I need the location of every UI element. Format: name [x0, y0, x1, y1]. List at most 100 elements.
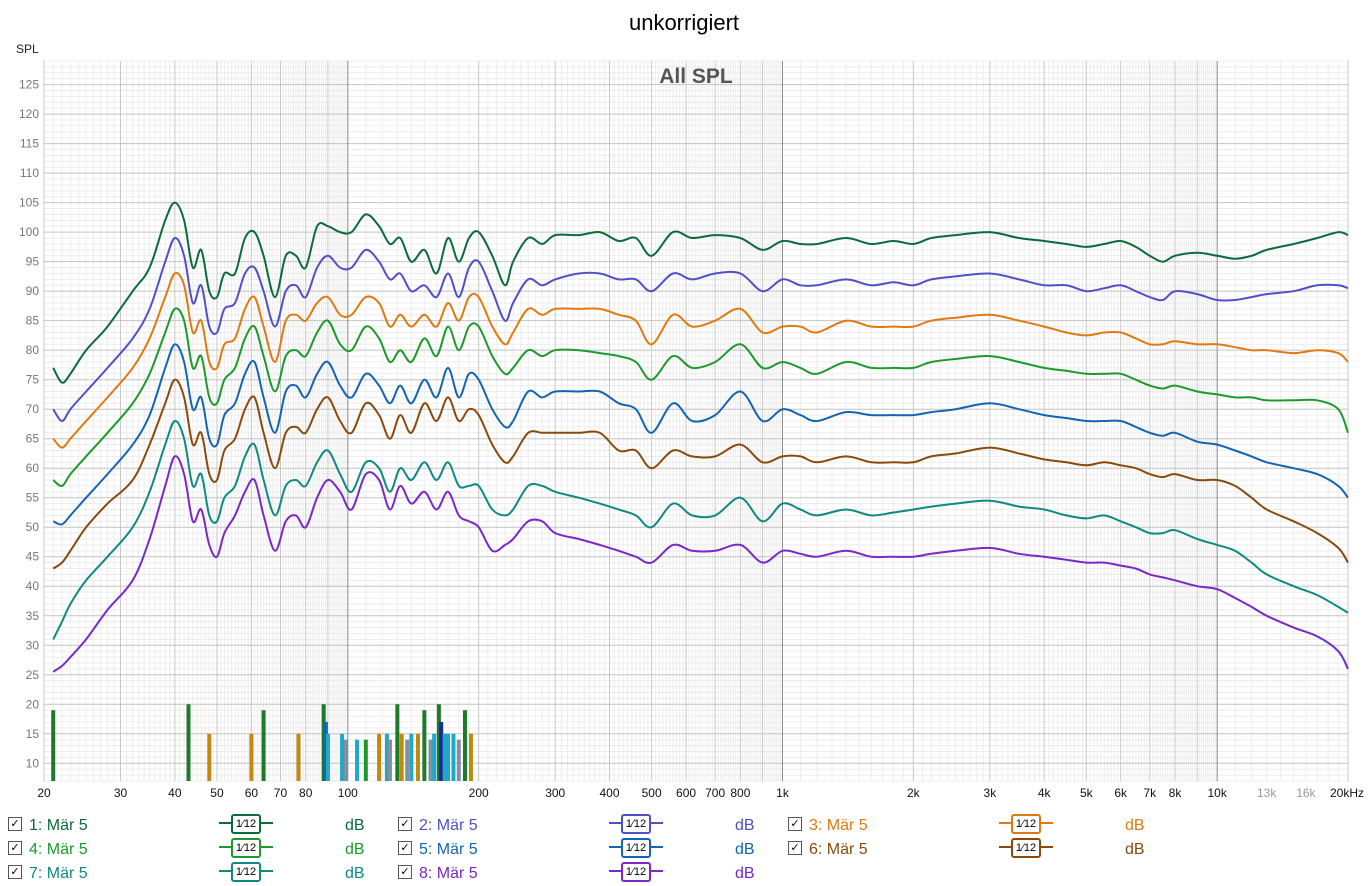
legend-unit[interactable]: dB [345, 817, 365, 834]
x-tick-label: 2k [907, 786, 921, 800]
x-tick-label: 400 [599, 786, 619, 800]
y-tick-label: 80 [26, 343, 40, 357]
series-line [52, 378, 1349, 570]
peak-bars [51, 704, 473, 781]
y-tick-label: 40 [26, 579, 40, 593]
y-tick-label: 95 [26, 255, 40, 269]
legend-unit[interactable]: dB [1125, 817, 1145, 834]
legend-item: ✓ 8: Mär 5 1⁄12 dB [398, 861, 778, 884]
smoothing-value[interactable]: 1⁄12 [621, 814, 651, 834]
y-tick-label: 35 [26, 609, 40, 623]
legend-checkbox[interactable]: ✓ [398, 817, 412, 831]
smoothing-value[interactable]: 1⁄12 [1011, 814, 1041, 834]
y-tick-label: 115 [20, 137, 39, 151]
smoothing-value[interactable]: 1⁄12 [621, 838, 651, 858]
x-tick-label: 6k [1114, 786, 1128, 800]
peak-bar [468, 733, 473, 781]
legend-item: ✓ 7: Mär 5 1⁄12 dB [8, 861, 388, 884]
series-line [52, 419, 1349, 640]
y-tick-label: 110 [20, 166, 39, 180]
peak-bar [325, 733, 330, 781]
legend-checkbox[interactable]: ✓ [398, 841, 412, 855]
y-tick-label: 20 [26, 697, 40, 711]
y-tick-label: 70 [26, 402, 40, 416]
peak-bar [422, 710, 427, 781]
legend-label[interactable]: 8: Mär 5 [419, 865, 478, 882]
x-tick-label: 20kHz [1330, 786, 1364, 800]
x-tick-label: 50 [210, 786, 224, 800]
x-tick-label: 13k [1257, 786, 1277, 800]
peak-bar [456, 739, 461, 781]
x-tick-label: 600 [676, 786, 696, 800]
legend-label[interactable]: 7: Mär 5 [29, 865, 88, 882]
legend-item: ✓ 4: Mär 5 1⁄12 dB [8, 837, 388, 860]
legend-item: ✓ 3: Mär 5 1⁄12 dB [788, 813, 1168, 836]
x-tick-label: 16k [1296, 786, 1316, 800]
smoothing-selector[interactable]: 1⁄12 [609, 861, 663, 882]
y-tick-label: 60 [26, 461, 40, 475]
legend-label[interactable]: 6: Mär 5 [809, 841, 868, 858]
legend-checkbox[interactable]: ✓ [8, 865, 22, 879]
x-tick-label: 3k [984, 786, 998, 800]
smoothing-selector[interactable]: 1⁄12 [609, 837, 663, 858]
legend-item: ✓ 2: Mär 5 1⁄12 dB [398, 813, 778, 836]
peak-bar [249, 733, 254, 781]
legend-checkbox[interactable]: ✓ [788, 817, 802, 831]
peak-bar [355, 739, 360, 781]
smoothing-value[interactable]: 1⁄12 [1011, 838, 1041, 858]
peak-bar [343, 739, 348, 781]
spl-chart: unkorrigiert SPL 10 15 20 25 30 35 40 45 50 55 60 6… [16, 10, 1364, 800]
legend-checkbox[interactable]: ✓ [788, 841, 802, 855]
x-tick-label: 40 [168, 786, 182, 800]
x-tick-label: 60 [245, 786, 259, 800]
x-tick-label: 4k [1038, 786, 1052, 800]
y-tick-label: 75 [26, 373, 40, 387]
legend-label[interactable]: 5: Mär 5 [419, 841, 478, 858]
legend-label[interactable]: 2: Mär 5 [419, 817, 478, 834]
peak-bar [377, 733, 382, 781]
legend-unit[interactable]: dB [735, 841, 755, 858]
legend-checkbox[interactable]: ✓ [8, 841, 22, 855]
y-tick-label: 90 [26, 284, 40, 298]
legend-label[interactable]: 4: Mär 5 [29, 841, 88, 858]
x-tick-label: 20 [37, 786, 51, 800]
legend-label[interactable]: 3: Mär 5 [809, 817, 868, 834]
smoothing-selector[interactable]: 1⁄12 [219, 813, 273, 834]
series-line [52, 201, 1349, 384]
y-tick-label: 50 [26, 520, 40, 534]
y-tick-label: 45 [26, 550, 40, 564]
x-tick-label: 70 [274, 786, 288, 800]
legend-unit[interactable]: dB [735, 817, 755, 834]
smoothing-value[interactable]: 1⁄12 [231, 862, 261, 882]
smoothing-value[interactable]: 1⁄12 [231, 814, 261, 834]
y-tick-label: 105 [19, 196, 39, 210]
y-tick-label: 55 [26, 491, 40, 505]
legend-checkbox[interactable]: ✓ [8, 817, 22, 831]
smoothing-selector[interactable]: 1⁄12 [999, 813, 1053, 834]
peak-bar [428, 739, 433, 781]
smoothing-selector[interactable]: 1⁄12 [999, 837, 1053, 858]
series-line [52, 307, 1349, 487]
legend-unit[interactable]: dB [735, 865, 755, 882]
legend-unit[interactable]: dB [1125, 841, 1145, 858]
smoothing-selector[interactable]: 1⁄12 [609, 813, 663, 834]
peak-bar [436, 704, 441, 781]
legend-label[interactable]: 1: Mär 5 [29, 817, 88, 834]
legend-unit[interactable]: dB [345, 865, 365, 882]
smoothing-value[interactable]: 1⁄12 [621, 862, 651, 882]
smoothing-value[interactable]: 1⁄12 [231, 838, 261, 858]
peak-bar [439, 721, 444, 781]
y-tick-label: 85 [26, 314, 40, 328]
legend-unit[interactable]: dB [345, 841, 365, 858]
peak-bar [445, 733, 450, 781]
smoothing-selector[interactable]: 1⁄12 [219, 837, 273, 858]
peak-bar [451, 733, 456, 781]
peak-bar [405, 739, 410, 781]
legend-checkbox[interactable]: ✓ [398, 865, 412, 879]
peak-bar [340, 733, 345, 781]
smoothing-selector[interactable]: 1⁄12 [219, 861, 273, 882]
y-tick-label: 120 [19, 107, 39, 121]
peak-bar [321, 704, 326, 781]
y-tick-label: 30 [26, 638, 40, 652]
spl-curves [52, 201, 1349, 673]
